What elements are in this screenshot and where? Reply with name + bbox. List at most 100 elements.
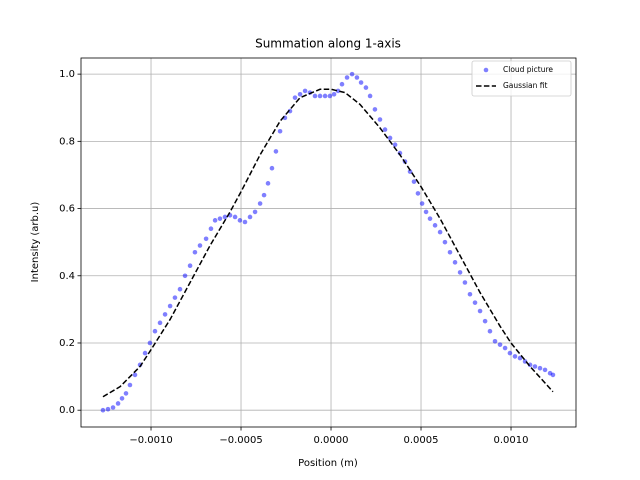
data-point [427,216,433,221]
data-point [550,372,556,378]
y-tick-label: 0.0 [59,405,75,416]
fit-line [102,88,554,398]
y-tick-label: 0.8 [59,136,75,147]
data-point [392,142,398,148]
data-point [212,218,218,223]
data-point [222,214,228,220]
data-point [344,75,350,80]
data-point [477,308,483,314]
data-point [492,339,498,344]
data-point [442,239,448,245]
data-point [257,201,263,206]
data-point [162,312,168,317]
legend-box [471,60,572,97]
data-point [382,127,388,132]
data-point [261,192,267,198]
data-point [147,340,153,346]
data-point [217,216,223,221]
data-point [377,117,383,122]
data-point [242,219,248,225]
y-tick-label: 0.2 [59,338,75,349]
legend-label: Gaussian fit [503,81,548,90]
data-point [127,382,133,388]
data-point [537,365,543,371]
data-point [252,209,258,215]
y-tick-label: 1.0 [59,69,75,80]
data-point [457,270,463,275]
data-point [192,249,198,255]
data-point [447,249,453,255]
legend-label: Cloud picture [503,65,553,74]
data-point [415,191,421,196]
data-point [497,342,503,347]
data-point [197,243,203,248]
data-point [203,236,209,242]
data-point [452,260,458,265]
data-point [532,364,538,369]
data-point [187,263,193,268]
data-point [339,81,345,87]
x-tick-label: 0.0005 [404,435,439,446]
chart-title: Summation along 1-axis [255,37,401,51]
data-point [237,218,243,223]
x-tick-label: 0.0000 [314,435,349,446]
y-tick-label: 0.4 [59,271,75,282]
x-tick-label: 0.0010 [494,435,529,446]
data-point [487,328,493,334]
data-point [437,229,443,235]
data-point [432,223,438,228]
data-point [100,407,106,413]
data-point [367,93,373,99]
data-point [292,95,298,100]
data-point [119,396,125,401]
data-point [462,280,468,285]
data-point [512,354,518,359]
legend-marker [483,67,489,73]
y-tick-label: 0.6 [59,204,75,215]
data-point [297,91,303,97]
data-point [407,169,413,174]
x-tick-label: −0.0005 [219,435,262,446]
data-point [172,295,178,300]
data-point [312,93,318,99]
data-point [331,91,337,97]
data-point [157,320,163,326]
data-point [302,88,308,94]
data-point [411,179,417,184]
data-point [482,318,488,324]
data-point [265,181,271,186]
data-point [502,345,508,351]
data-point [358,80,364,85]
data-point [177,286,183,292]
data-point [363,85,369,90]
data-point [167,303,173,309]
data-point [277,128,283,134]
data-point [467,291,473,297]
data-point [182,273,188,279]
data-point [269,165,275,171]
data-point [273,149,279,154]
data-point [542,367,548,373]
data-point [132,372,138,378]
data-point [472,300,478,305]
data-point [105,406,111,412]
data-point [208,226,214,232]
data-point [317,93,323,99]
data-point [517,355,523,361]
data-point [354,75,360,80]
data-point [349,71,355,77]
y-axis-label: Intensity (arb.u) [30,202,41,283]
data-point [419,201,425,206]
x-axis-label: Position (m) [298,458,358,469]
plot-frame [80,57,577,428]
data-point [232,214,238,220]
data-point [110,405,116,410]
x-tick-label: −0.0010 [129,435,172,446]
data-point [372,107,378,112]
data-point [142,350,148,356]
data-point [327,93,333,99]
data-point [152,328,158,334]
data-point [123,391,129,396]
data-point [247,214,253,220]
